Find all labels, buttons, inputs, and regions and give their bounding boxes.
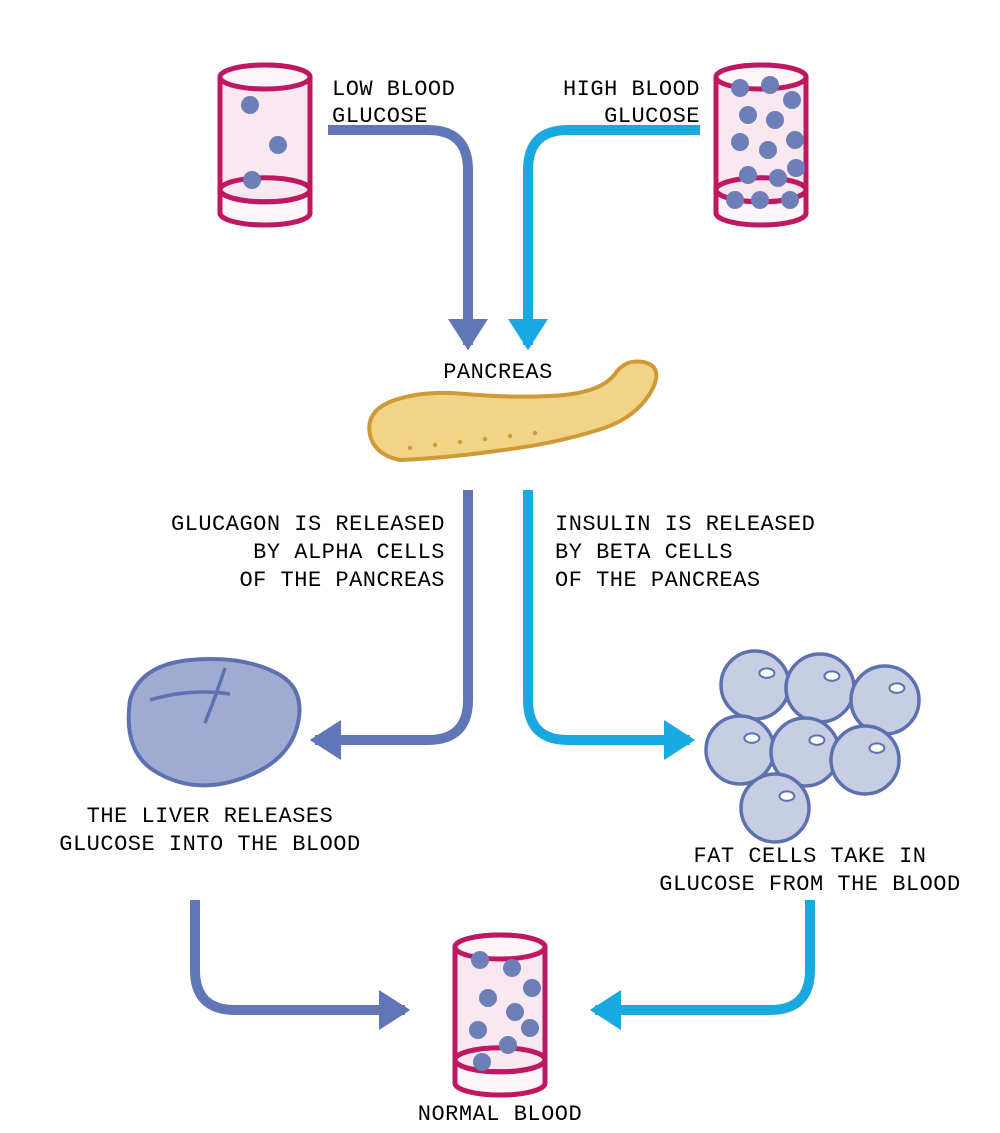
glucose-dot bbox=[726, 191, 744, 209]
arrow-head bbox=[379, 990, 410, 1030]
glucose-dot bbox=[469, 1021, 487, 1039]
vessel-normal-blood bbox=[455, 935, 545, 1095]
label-text: GLUCOSE bbox=[332, 104, 428, 129]
glucose-dot bbox=[479, 989, 497, 1007]
glucose-dot bbox=[523, 979, 541, 997]
label-text: NORMAL BLOOD bbox=[418, 1102, 582, 1127]
glucose-dot bbox=[761, 76, 779, 94]
glucose-dot bbox=[243, 171, 261, 189]
label-text: OF THE PANCREAS bbox=[239, 568, 445, 593]
glucose-dot bbox=[751, 191, 769, 209]
arrow-head bbox=[310, 720, 341, 760]
glucose-dot bbox=[783, 91, 801, 109]
label-text: GLUCOSE INTO THE BLOOD bbox=[59, 832, 360, 857]
glucose-dot bbox=[503, 959, 521, 977]
label-text: PANCREAS bbox=[443, 360, 553, 385]
glucose-dot bbox=[731, 133, 749, 151]
glucose-dot bbox=[521, 1019, 539, 1037]
arrow-head bbox=[590, 990, 621, 1030]
glucose-dot bbox=[739, 166, 757, 184]
fat-cells-icon bbox=[706, 651, 919, 842]
glucose-dot bbox=[769, 169, 787, 187]
arrow-head bbox=[664, 720, 695, 760]
arrow-head bbox=[448, 319, 488, 350]
glucose-dot bbox=[759, 141, 777, 159]
arrow-path bbox=[595, 900, 810, 1010]
arrow-head bbox=[508, 319, 548, 350]
glucose-dot bbox=[739, 106, 757, 124]
glucose-dot bbox=[241, 96, 259, 114]
arrow-path bbox=[328, 130, 468, 345]
label-text: BY BETA CELLS bbox=[555, 540, 733, 565]
glucose-dot bbox=[766, 111, 784, 129]
glucose-dot bbox=[786, 131, 804, 149]
glucose-dot bbox=[506, 1003, 524, 1021]
arrow-path bbox=[528, 130, 700, 345]
label-text: FAT CELLS TAKE IN bbox=[694, 844, 927, 869]
arrow-path bbox=[195, 900, 405, 1010]
glucose-dot bbox=[781, 191, 799, 209]
label-text: INSULIN IS RELEASED bbox=[555, 512, 815, 537]
liver-icon bbox=[129, 659, 300, 785]
glucose-dot bbox=[269, 136, 287, 154]
glucose-dot bbox=[731, 79, 749, 97]
label-text: LOW BLOOD bbox=[332, 77, 455, 102]
glucose-dot bbox=[473, 1053, 491, 1071]
label-text: OF THE PANCREAS bbox=[555, 568, 761, 593]
label-text: THE LIVER RELEASES bbox=[87, 804, 334, 829]
vessel-low-glucose bbox=[220, 65, 310, 225]
label-text: GLUCOSE bbox=[604, 104, 700, 129]
label-text: HIGH BLOOD bbox=[563, 77, 700, 102]
glucose-dot bbox=[787, 159, 805, 177]
label-text: BY ALPHA CELLS bbox=[253, 540, 445, 565]
vessel-high-glucose bbox=[716, 65, 806, 225]
label-text: GLUCOSE FROM THE BLOOD bbox=[659, 872, 960, 897]
glucose-dot bbox=[499, 1036, 517, 1054]
glucose-dot bbox=[471, 951, 489, 969]
label-text: GLUCAGON IS RELEASED bbox=[171, 512, 445, 537]
